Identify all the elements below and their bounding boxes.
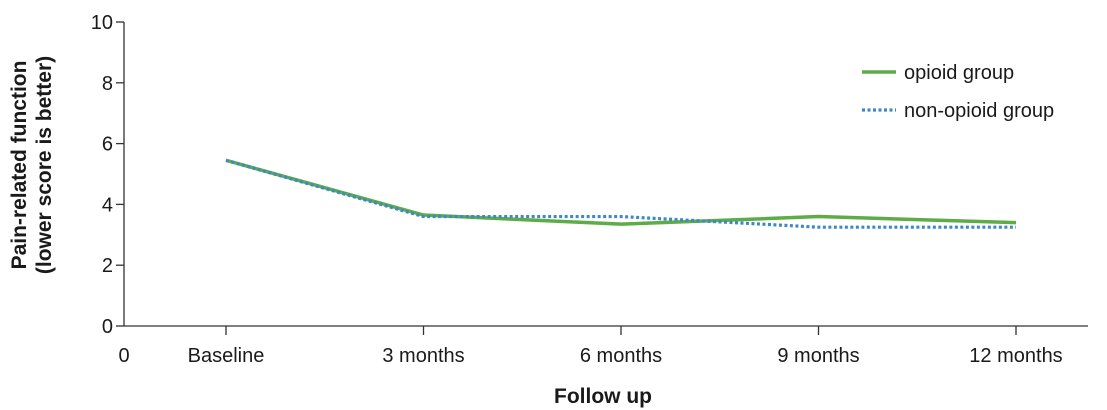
y-tick-label: 6 (102, 134, 113, 156)
y-tick-label: 8 (102, 73, 113, 95)
legend: opioid group non-opioid group (862, 62, 1054, 122)
y-axis-title-line-2: (lower score is better) (33, 56, 56, 274)
y-tick-label: 0 (102, 316, 113, 338)
series-line-non-opioid-group (225, 158, 1016, 229)
x-tick-label: 9 months (777, 345, 859, 367)
x-axis-ticks: 0 Baseline 3 months 6 months 9 months 12 mont… (118, 326, 1063, 367)
y-axis-title-line-1: Pain-related function (8, 61, 31, 270)
legend-label: non-opioid group (904, 100, 1054, 122)
x-tick-label: 6 months (580, 345, 662, 367)
y-tick-label: 10 (91, 12, 113, 34)
y-tick-label: 4 (102, 194, 113, 216)
x-tick-label: Baseline (188, 345, 265, 367)
y-axis-title: Pain-related function (lower score is be… (8, 56, 56, 274)
x-axis-title: Follow up (554, 385, 652, 408)
x-tick-label: 3 months (382, 345, 464, 367)
legend-label: opioid group (904, 62, 1014, 84)
series-line-opioid-group (225, 158, 1017, 226)
series-lines (225, 158, 1017, 229)
y-axis-ticks: 0 2 4 6 8 10 (91, 12, 124, 338)
x-tick-label: 12 months (969, 345, 1062, 367)
axes (123, 22, 1088, 327)
y-tick-label: 2 (102, 255, 113, 277)
x-origin-label: 0 (118, 345, 129, 367)
